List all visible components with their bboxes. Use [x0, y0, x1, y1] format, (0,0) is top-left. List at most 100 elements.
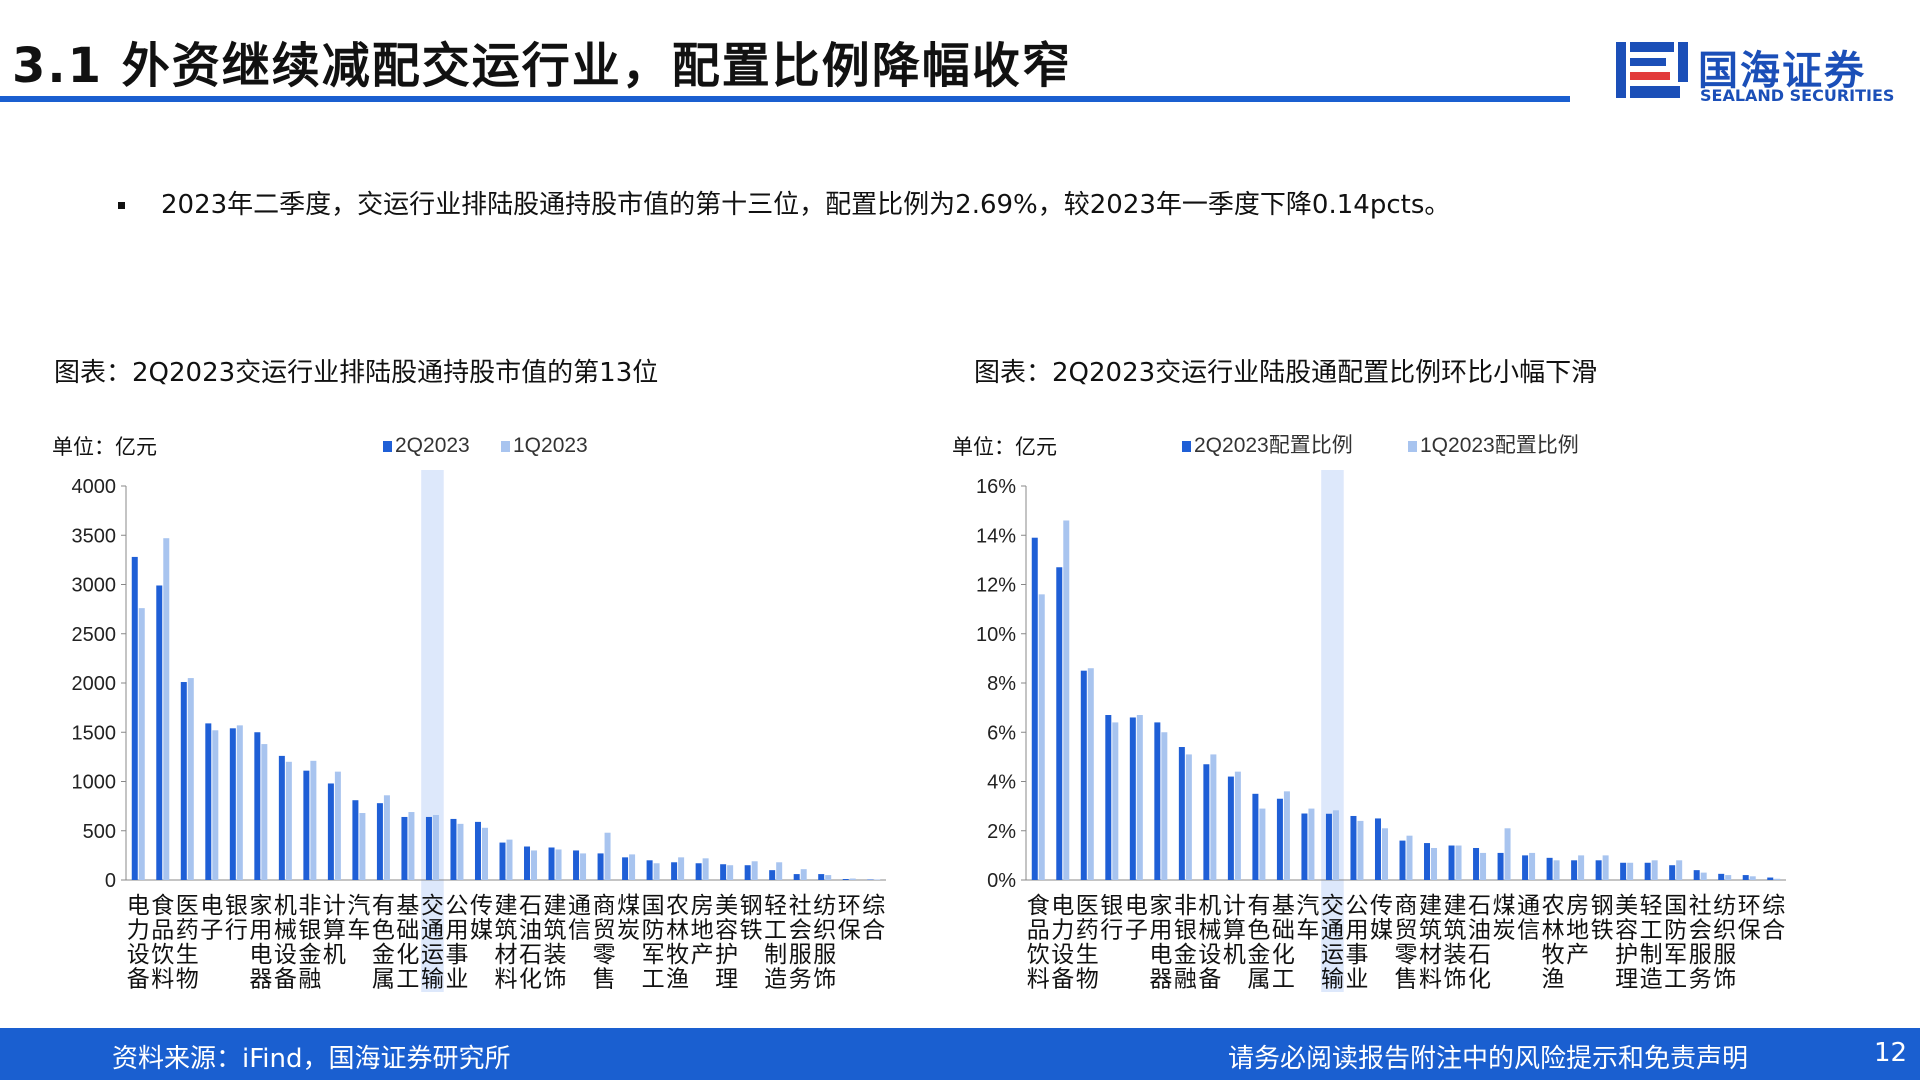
bar-previous-29: [1749, 876, 1756, 880]
bar-previous-14: [1381, 828, 1388, 880]
x-category-label: 国防军工: [1664, 892, 1687, 992]
bar-current-27: [1693, 870, 1700, 880]
x-category-label: 非银金融: [1174, 892, 1197, 992]
x-category-label: 银行: [225, 892, 248, 943]
chart-right-title: 图表：2Q2023交运行业陆股通配置比例环比小幅下滑: [974, 358, 1598, 388]
bar-current-0: [131, 556, 138, 880]
x-category-label: 商贸零售: [1395, 892, 1418, 992]
bar-previous-1: [163, 538, 170, 880]
bullet-icon: [118, 202, 125, 209]
bar-previous-24: [727, 865, 734, 880]
bar-current-0: [1031, 537, 1038, 880]
bar-current-27: [793, 874, 800, 880]
x-category-label: 建筑装饰: [544, 892, 567, 992]
x-category-label: 有色金属: [372, 892, 395, 992]
x-category-label: 传媒: [1370, 892, 1393, 943]
legend-swatch-1: [501, 441, 510, 452]
y-tick-label: 2000: [72, 673, 117, 695]
bar-previous-3: [212, 730, 219, 880]
y-tick-label: 2%: [987, 821, 1016, 843]
bar-current-18: [573, 850, 580, 880]
bar-previous-15: [1406, 835, 1413, 880]
x-category-label: 医药生物: [176, 892, 199, 992]
bar-current-10: [376, 803, 383, 880]
bar-previous-18: [1480, 852, 1487, 880]
bar-previous-22: [678, 857, 685, 880]
x-category-label: 美容护理: [715, 892, 738, 992]
x-category-label: 钢铁: [1591, 892, 1614, 943]
bar-previous-8: [1234, 771, 1241, 880]
bar-previous-12: [1332, 810, 1339, 880]
x-category-label: 计算机: [323, 892, 346, 967]
y-tick-label: 0%: [987, 870, 1016, 892]
bar-previous-25: [751, 861, 758, 880]
x-category-label: 家用电器: [249, 892, 272, 992]
bar-previous-30: [1774, 878, 1781, 880]
bar-previous-21: [1553, 860, 1560, 880]
bar-previous-28: [825, 875, 832, 880]
x-category-label: 交通运输: [421, 892, 444, 992]
bar-previous-19: [604, 832, 611, 880]
y-tick-label: 10%: [976, 624, 1016, 646]
bar-previous-17: [555, 849, 562, 880]
bar-previous-2: [187, 678, 194, 880]
bar-current-18: [1473, 847, 1480, 880]
x-category-label: 社会服务: [789, 892, 812, 992]
bar-current-1: [156, 585, 163, 880]
bar-current-11: [401, 816, 408, 880]
bar-previous-16: [1431, 847, 1438, 880]
bar-current-7: [303, 770, 310, 880]
bar-previous-21: [653, 863, 660, 880]
x-category-label: 农林牧渔: [1542, 892, 1565, 992]
bar-previous-7: [1210, 754, 1217, 880]
bar-current-22: [671, 862, 678, 880]
bar-current-15: [499, 842, 506, 880]
bar-current-1: [1056, 567, 1063, 880]
bar-current-23: [1595, 860, 1602, 880]
x-category-label: 煤炭: [1493, 892, 1516, 943]
y-tick-label: 3000: [72, 575, 117, 597]
x-category-label: 石油石化: [1468, 892, 1491, 992]
bar-previous-0: [138, 608, 145, 880]
bar-current-2: [1080, 670, 1087, 880]
x-category-label: 电力设备: [127, 892, 150, 992]
bar-previous-9: [359, 813, 366, 880]
bar-previous-27: [1700, 872, 1707, 880]
x-category-label: 传媒: [470, 892, 493, 943]
bar-previous-26: [776, 862, 783, 880]
bar-current-29: [842, 879, 849, 880]
y-tick-label: 4%: [987, 772, 1016, 794]
bar-current-20: [622, 857, 629, 880]
bar-previous-11: [1308, 808, 1315, 880]
x-category-label: 房地产: [691, 892, 714, 967]
bar-current-16: [1424, 843, 1431, 880]
bar-current-3: [1105, 715, 1112, 880]
x-category-label: 综合: [1762, 892, 1785, 943]
bar-current-5: [1154, 722, 1161, 880]
bar-previous-3: [1112, 722, 1119, 880]
bar-previous-12: [432, 814, 439, 880]
disclaimer-link[interactable]: 请务必阅读报告附注中的风险提示和免责声明: [1228, 1044, 1749, 1074]
y-tick-label: 14%: [976, 525, 1016, 547]
y-tick-label: 3500: [72, 525, 117, 547]
y-tick-label: 1000: [72, 772, 117, 794]
x-category-label: 非银金融: [298, 892, 321, 992]
x-category-label: 通信: [568, 892, 591, 943]
bar-current-20: [1522, 855, 1529, 880]
x-category-label: 环保: [838, 892, 861, 943]
bar-previous-11: [408, 812, 415, 880]
bar-previous-22: [1578, 855, 1585, 880]
chart-unit-label: 单位：亿元: [52, 436, 157, 459]
bar-current-22: [1571, 860, 1578, 880]
x-category-label: 交通运输: [1321, 892, 1344, 992]
y-tick-label: 16%: [976, 476, 1016, 498]
x-category-label: 汽车: [347, 892, 370, 943]
bar-current-9: [352, 800, 359, 880]
x-category-label: 公用事业: [445, 892, 468, 992]
bar-current-17: [548, 847, 555, 880]
bar-current-4: [1129, 717, 1136, 880]
logo-chinese-name: 国海证券: [1698, 48, 1866, 94]
bar-previous-29: [849, 878, 856, 880]
bar-current-4: [229, 728, 236, 880]
bar-current-21: [646, 860, 653, 880]
